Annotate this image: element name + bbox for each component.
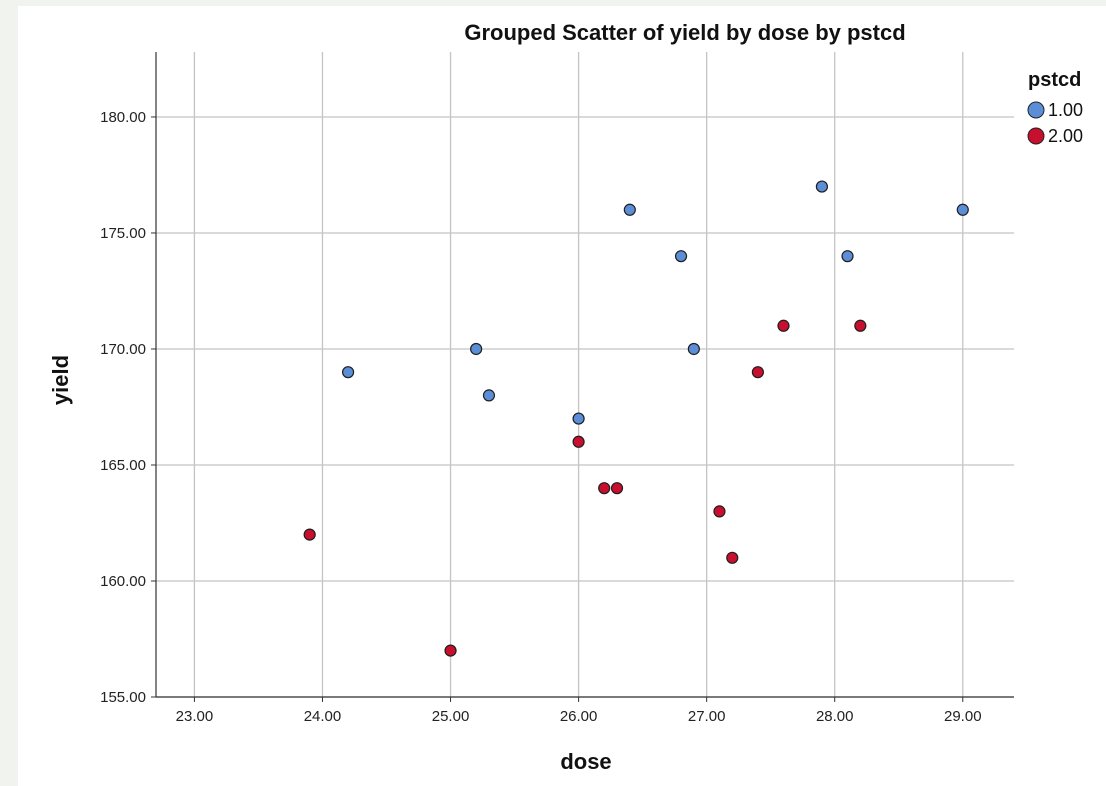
data-point-series-1 bbox=[482, 389, 496, 402]
data-point-series-1 bbox=[572, 412, 585, 425]
legend: pstcd 1.00 2.00 bbox=[1027, 69, 1083, 146]
data-point-series-2 bbox=[610, 482, 624, 495]
x-tick-label: 24.00 bbox=[304, 708, 342, 725]
axes bbox=[155, 52, 1014, 698]
data-point-series-1 bbox=[841, 250, 854, 263]
y-axis-title: yield bbox=[48, 355, 73, 405]
data-point-series-1 bbox=[687, 342, 700, 356]
legend-title: pstcd bbox=[1028, 69, 1081, 91]
y-tick-label: 170.00 bbox=[100, 341, 146, 358]
y-tick-label: 160.00 bbox=[100, 573, 146, 590]
x-tick-label: 27.00 bbox=[688, 708, 726, 725]
data-point-series-1 bbox=[956, 203, 969, 216]
legend-marker-series-1 bbox=[1027, 101, 1045, 119]
data-point-series-2 bbox=[713, 505, 726, 518]
x-tick-label: 25.00 bbox=[432, 708, 470, 725]
data-point-series-2 bbox=[726, 551, 739, 564]
y-tick-label: 175.00 bbox=[100, 225, 146, 242]
legend-label-series-2: 2.00 bbox=[1048, 126, 1083, 146]
data-point-series-1 bbox=[674, 250, 688, 263]
data-point-series-2 bbox=[444, 644, 457, 657]
legend-label-series-1: 1.00 bbox=[1048, 100, 1083, 120]
chart-frame: Grouped Scatter of yield by dose by pstc… bbox=[18, 6, 1106, 786]
scatter-chart: Grouped Scatter of yield by dose by pstc… bbox=[48, 20, 1083, 774]
data-point-series-2 bbox=[751, 366, 764, 379]
data-points bbox=[303, 180, 969, 657]
x-tick-labels: 23.00 24.00 25.00 26.00 27.00 28.00 29.00 bbox=[176, 697, 982, 725]
x-tick-label: 29.00 bbox=[944, 708, 982, 725]
y-tick-label: 155.00 bbox=[100, 689, 146, 706]
data-point-series-2 bbox=[572, 435, 585, 448]
legend-marker-series-2 bbox=[1027, 127, 1045, 145]
x-tick-label: 26.00 bbox=[560, 708, 598, 725]
x-tick-label: 23.00 bbox=[176, 708, 214, 725]
data-point-series-2 bbox=[854, 319, 867, 332]
data-point-series-1 bbox=[470, 342, 483, 356]
y-tick-label: 180.00 bbox=[100, 109, 146, 126]
data-point-series-1 bbox=[815, 180, 829, 193]
x-tick-label: 28.00 bbox=[816, 708, 854, 725]
y-tick-label: 165.00 bbox=[100, 457, 146, 474]
data-point-series-1 bbox=[341, 366, 355, 379]
x-axis-title: dose bbox=[560, 749, 611, 774]
data-point-series-2 bbox=[598, 482, 611, 495]
chart-title: Grouped Scatter of yield by dose by pstc… bbox=[464, 20, 905, 45]
grid-lines bbox=[156, 52, 1014, 698]
data-point-series-2 bbox=[777, 319, 790, 332]
data-point-series-2 bbox=[303, 528, 316, 541]
data-point-series-1 bbox=[623, 203, 636, 216]
y-tick-labels: 155.00 160.00 165.00 170.00 175.00 180.00 bbox=[100, 109, 156, 706]
